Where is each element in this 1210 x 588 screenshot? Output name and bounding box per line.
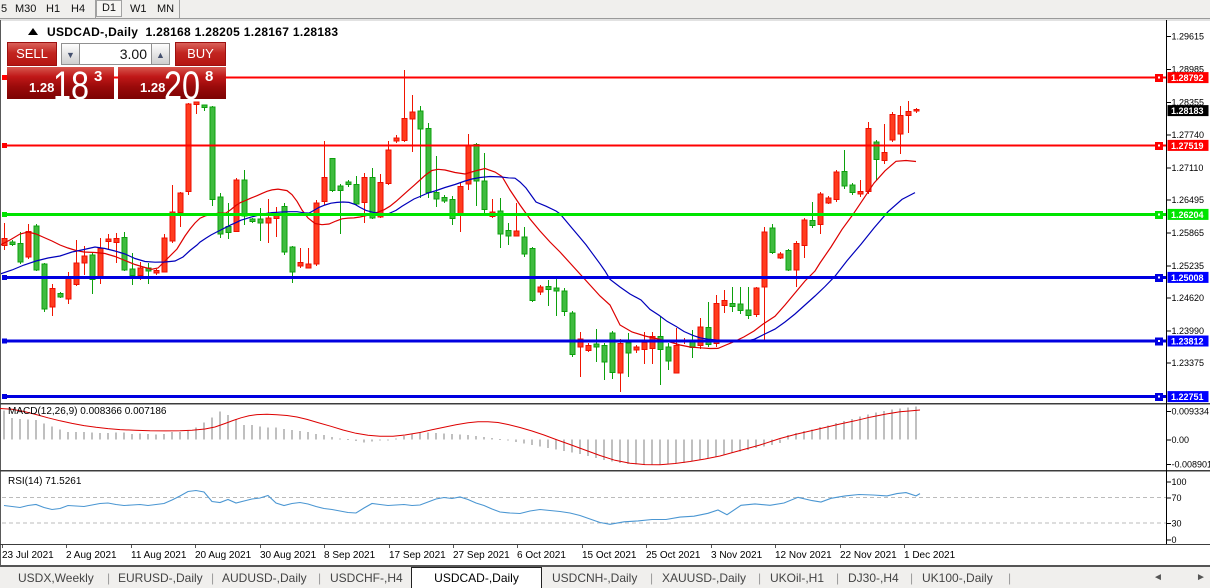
svg-text:1.26495: 1.26495 bbox=[1172, 195, 1205, 205]
svg-text:USDCAD-,Daily 1.28168 1.28205: USDCAD-,Daily 1.28168 1.28205 1.28167 1.… bbox=[47, 25, 338, 39]
svg-text:6 Oct 2021: 6 Oct 2021 bbox=[517, 550, 566, 561]
svg-text:100: 100 bbox=[1172, 477, 1187, 487]
svg-text:25 Oct 2021: 25 Oct 2021 bbox=[646, 550, 701, 561]
svg-text:0.00: 0.00 bbox=[1172, 435, 1190, 445]
svg-text:1.27519: 1.27519 bbox=[1171, 141, 1204, 151]
svg-text:20 Aug 2021: 20 Aug 2021 bbox=[195, 550, 252, 561]
svg-text:1.28183: 1.28183 bbox=[1171, 106, 1204, 116]
svg-text:0.009334: 0.009334 bbox=[1172, 406, 1210, 416]
svg-text:1.29615: 1.29615 bbox=[1172, 32, 1205, 42]
svg-text:2 Aug 2021: 2 Aug 2021 bbox=[66, 550, 117, 561]
svg-text:12 Nov 2021: 12 Nov 2021 bbox=[775, 550, 832, 561]
svg-text:1.27740: 1.27740 bbox=[1172, 130, 1205, 140]
svg-text:30: 30 bbox=[1172, 519, 1182, 529]
svg-text:8 Sep 2021: 8 Sep 2021 bbox=[324, 550, 376, 561]
svg-text:1.26204: 1.26204 bbox=[1171, 210, 1204, 220]
svg-text:1 Dec 2021: 1 Dec 2021 bbox=[904, 550, 956, 561]
svg-text:17 Sep 2021: 17 Sep 2021 bbox=[389, 550, 446, 561]
svg-text:3 Nov 2021: 3 Nov 2021 bbox=[711, 550, 763, 561]
svg-text:0: 0 bbox=[1172, 535, 1177, 545]
svg-text:-0.008901: -0.008901 bbox=[1172, 459, 1210, 469]
svg-text:22 Nov 2021: 22 Nov 2021 bbox=[840, 550, 897, 561]
svg-text:1.25008: 1.25008 bbox=[1171, 273, 1204, 283]
svg-text:MACD(12,26,9) 0.008366 0.00718: MACD(12,26,9) 0.008366 0.007186 bbox=[8, 406, 167, 417]
svg-text:11 Aug 2021: 11 Aug 2021 bbox=[131, 550, 187, 561]
svg-text:1.28985: 1.28985 bbox=[1172, 65, 1205, 75]
svg-text:1.24620: 1.24620 bbox=[1172, 293, 1205, 303]
svg-text:1.22751: 1.22751 bbox=[1171, 392, 1204, 402]
svg-text:30 Aug 2021: 30 Aug 2021 bbox=[260, 550, 317, 561]
svg-text:1.27110: 1.27110 bbox=[1172, 163, 1204, 173]
svg-text:70: 70 bbox=[1172, 493, 1182, 503]
svg-text:1.25865: 1.25865 bbox=[1172, 228, 1205, 238]
svg-text:1.23812: 1.23812 bbox=[1171, 337, 1204, 347]
svg-text:23 Jul 2021: 23 Jul 2021 bbox=[2, 550, 54, 561]
svg-text:1.28355: 1.28355 bbox=[1172, 98, 1205, 108]
svg-text:27 Sep 2021: 27 Sep 2021 bbox=[453, 550, 510, 561]
svg-text:15 Oct 2021: 15 Oct 2021 bbox=[582, 550, 637, 561]
svg-text:RSI(14) 71.5261: RSI(14) 71.5261 bbox=[8, 476, 82, 487]
svg-text:1.28792: 1.28792 bbox=[1171, 73, 1204, 83]
svg-text:1.25235: 1.25235 bbox=[1172, 261, 1205, 271]
svg-text:1.23990: 1.23990 bbox=[1172, 326, 1205, 336]
svg-text:1.23375: 1.23375 bbox=[1172, 358, 1205, 368]
